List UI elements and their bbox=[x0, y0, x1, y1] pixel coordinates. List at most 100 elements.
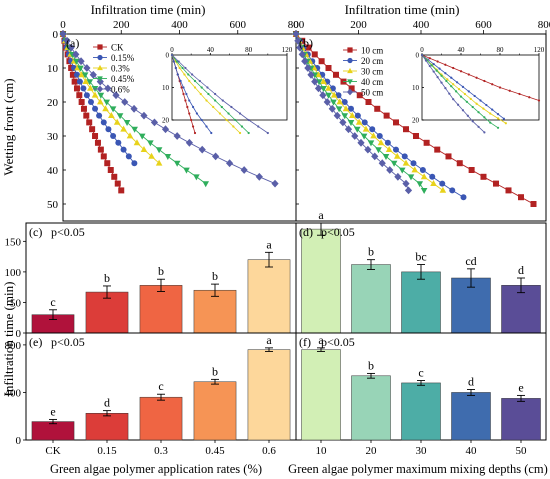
data-point bbox=[430, 64, 433, 67]
legend-label: CK bbox=[111, 43, 124, 53]
data-point bbox=[193, 131, 197, 135]
data-point bbox=[315, 71, 322, 78]
legend-marker bbox=[347, 79, 353, 85]
data-point bbox=[202, 181, 210, 188]
data-point bbox=[82, 78, 90, 84]
bar bbox=[501, 285, 541, 334]
data-point bbox=[445, 153, 452, 160]
bar bbox=[139, 396, 183, 441]
data-point bbox=[394, 172, 402, 181]
x-tick-label: 0.45 bbox=[205, 445, 225, 457]
data-point bbox=[107, 167, 114, 173]
significance-letter: b bbox=[104, 271, 110, 285]
y-tick-label: 0 bbox=[53, 29, 59, 41]
data-point bbox=[108, 112, 115, 118]
data-point bbox=[357, 138, 365, 147]
data-point bbox=[125, 153, 132, 160]
x-tick-label: 40 bbox=[466, 445, 478, 457]
legend-label: 50 cm bbox=[361, 88, 383, 98]
data-point bbox=[183, 73, 186, 76]
data-point bbox=[430, 180, 437, 186]
data-point bbox=[445, 79, 448, 83]
data-point bbox=[374, 105, 381, 112]
data-point bbox=[413, 133, 419, 139]
data-point bbox=[63, 36, 71, 45]
data-point bbox=[188, 79, 191, 83]
data-point bbox=[330, 99, 337, 106]
data-point bbox=[113, 118, 121, 125]
data-point bbox=[320, 78, 327, 84]
top-axis-title-right: Infiltration time (min) bbox=[345, 2, 460, 17]
data-point bbox=[434, 146, 441, 153]
data-point bbox=[182, 86, 185, 89]
data-point bbox=[449, 187, 456, 194]
data-point bbox=[435, 69, 438, 72]
y-tick-label: 50 bbox=[47, 199, 59, 211]
data-point bbox=[335, 92, 342, 99]
data-point bbox=[86, 119, 93, 126]
data-point bbox=[164, 154, 172, 160]
data-point bbox=[341, 113, 349, 120]
y-tick-label: 20 bbox=[162, 116, 170, 124]
data-point bbox=[105, 126, 112, 133]
bar bbox=[351, 375, 391, 441]
data-point bbox=[471, 120, 474, 123]
legend-marker bbox=[97, 76, 103, 82]
data-point bbox=[496, 117, 500, 120]
data-point bbox=[452, 98, 455, 101]
bar bbox=[451, 392, 491, 441]
data-point bbox=[87, 99, 94, 105]
significance-letter: e bbox=[50, 404, 55, 418]
x-tick-label: 30 bbox=[416, 445, 428, 457]
data-point bbox=[83, 112, 90, 119]
data-point bbox=[353, 126, 361, 133]
data-point bbox=[186, 105, 189, 109]
data-point bbox=[92, 105, 99, 112]
y-tick-label: 10 bbox=[162, 84, 170, 92]
data-point bbox=[489, 112, 492, 115]
legend-marker bbox=[347, 57, 353, 64]
data-point bbox=[347, 120, 355, 126]
data-point bbox=[475, 102, 478, 105]
data-point bbox=[505, 187, 512, 194]
data-point bbox=[318, 58, 325, 65]
data-point bbox=[348, 85, 355, 92]
data-point bbox=[206, 86, 209, 89]
data-point bbox=[386, 166, 394, 174]
data-point bbox=[176, 73, 179, 76]
data-point bbox=[179, 79, 182, 83]
data-point bbox=[81, 72, 89, 79]
panel-d-bar-chart: a b bc cd d (d) p<0.05 bbox=[295, 208, 547, 334]
panel-tag: (b) bbox=[299, 36, 313, 50]
data-point bbox=[225, 159, 234, 168]
data-point bbox=[314, 84, 323, 93]
x-tick-label: 0.15 bbox=[97, 445, 117, 457]
data-point bbox=[155, 159, 163, 166]
data-point bbox=[118, 187, 125, 194]
bar bbox=[501, 398, 541, 441]
data-point bbox=[109, 106, 117, 113]
data-point bbox=[491, 108, 494, 111]
data-point bbox=[161, 125, 170, 134]
data-point bbox=[428, 64, 431, 68]
data-point bbox=[420, 188, 428, 194]
bar bbox=[193, 381, 237, 441]
y-tick-label: 10 bbox=[47, 63, 59, 75]
data-point bbox=[377, 139, 385, 146]
data-point bbox=[461, 85, 465, 88]
data-point bbox=[416, 181, 424, 188]
data-point bbox=[466, 114, 469, 117]
data-point bbox=[69, 71, 76, 78]
data-point bbox=[130, 104, 138, 113]
data-point bbox=[191, 125, 195, 128]
data-point bbox=[369, 126, 376, 133]
bar bbox=[193, 289, 237, 334]
data-point bbox=[174, 66, 177, 70]
data-point bbox=[383, 112, 390, 119]
panel-tag: (d) bbox=[299, 225, 313, 239]
series-line bbox=[171, 54, 241, 134]
data-point bbox=[96, 77, 104, 86]
data-point bbox=[471, 105, 474, 109]
data-point bbox=[193, 174, 200, 181]
x-tick-label: 200 bbox=[350, 19, 367, 31]
